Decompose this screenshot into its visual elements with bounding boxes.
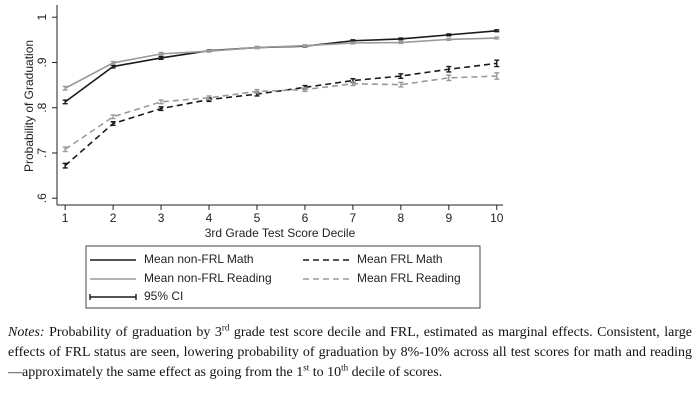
error-bar — [446, 37, 452, 41]
error-bar — [494, 72, 500, 80]
chart: 3rd Grade Test Score Decile Probability … — [22, 5, 504, 309]
error-bar — [398, 40, 404, 45]
x-axis-label: 3rd Grade Test Score Decile — [205, 226, 356, 240]
error-bar — [158, 106, 164, 112]
x-tick-label: 8 — [398, 211, 405, 225]
error-bar — [494, 59, 500, 68]
error-bar — [302, 87, 308, 93]
x-tick-label: 7 — [350, 211, 357, 225]
error-bar — [62, 99, 68, 105]
error-bar — [302, 44, 308, 48]
legend-box — [85, 245, 481, 309]
y-tick-label: 1 — [35, 14, 49, 21]
notes-label: Notes: — [8, 325, 45, 340]
error-bar — [494, 29, 500, 33]
error-bar — [446, 65, 452, 73]
y-tick-label: .6 — [35, 193, 49, 203]
error-bar — [206, 49, 212, 53]
error-bar — [254, 88, 260, 94]
error-bar — [110, 114, 116, 120]
error-bar — [158, 55, 164, 60]
error-bar — [110, 64, 116, 69]
series-line — [64, 37, 497, 89]
x-tick-label: 5 — [254, 211, 261, 225]
y-tick-label: .8 — [35, 102, 49, 112]
legend-label: Mean FRL Reading — [357, 271, 461, 285]
legend-label: 95% CI — [144, 289, 183, 303]
series-line — [64, 62, 497, 167]
x-tick-label: 6 — [302, 211, 309, 225]
legend-label: Mean non-FRL Reading — [144, 271, 272, 285]
x-tick-label: 3 — [158, 211, 165, 225]
x-tick-label: 10 — [490, 211, 504, 225]
notes-superscript: rd — [221, 322, 230, 333]
notes-text: Probability of graduation by 3 — [44, 325, 222, 340]
error-bar — [350, 81, 356, 87]
error-bar — [446, 74, 452, 82]
error-bar — [398, 73, 404, 80]
notes-text: to 10 — [309, 365, 342, 380]
error-bar — [254, 45, 260, 50]
error-bar — [62, 146, 68, 153]
y-tick-label: .7 — [35, 148, 49, 158]
error-bar — [110, 60, 116, 65]
x-tick-label: 4 — [206, 211, 213, 225]
y-tick-label: .9 — [35, 57, 49, 67]
notes-text: grade test score decile and FRL, estimat… — [8, 325, 692, 380]
error-bar — [398, 81, 404, 88]
error-bar — [110, 121, 116, 127]
error-bar — [206, 95, 212, 101]
error-bar — [158, 99, 164, 105]
legend-ci-swatch — [89, 294, 137, 300]
y-axis-label: Probability of Graduation — [22, 40, 36, 172]
error-bar — [446, 33, 452, 37]
notes-text: decile of scores. — [348, 365, 443, 380]
error-bar — [350, 41, 356, 45]
error-bar — [158, 51, 164, 56]
error-bar — [62, 162, 68, 169]
series-line — [64, 75, 497, 151]
notes-superscript: st — [303, 362, 310, 373]
x-tick-label: 2 — [110, 211, 117, 225]
error-bar — [62, 85, 68, 91]
notes-superscript: th — [341, 362, 349, 373]
legend-label: Mean FRL Math — [357, 252, 443, 266]
legend-label: Mean non-FRL Math — [144, 252, 254, 266]
x-tick-label: 9 — [445, 211, 452, 225]
error-bar — [494, 36, 500, 40]
notes: Notes: Probability of graduation by 3rd … — [8, 323, 692, 383]
x-tick-label: 1 — [62, 211, 69, 225]
error-bar — [398, 37, 404, 41]
